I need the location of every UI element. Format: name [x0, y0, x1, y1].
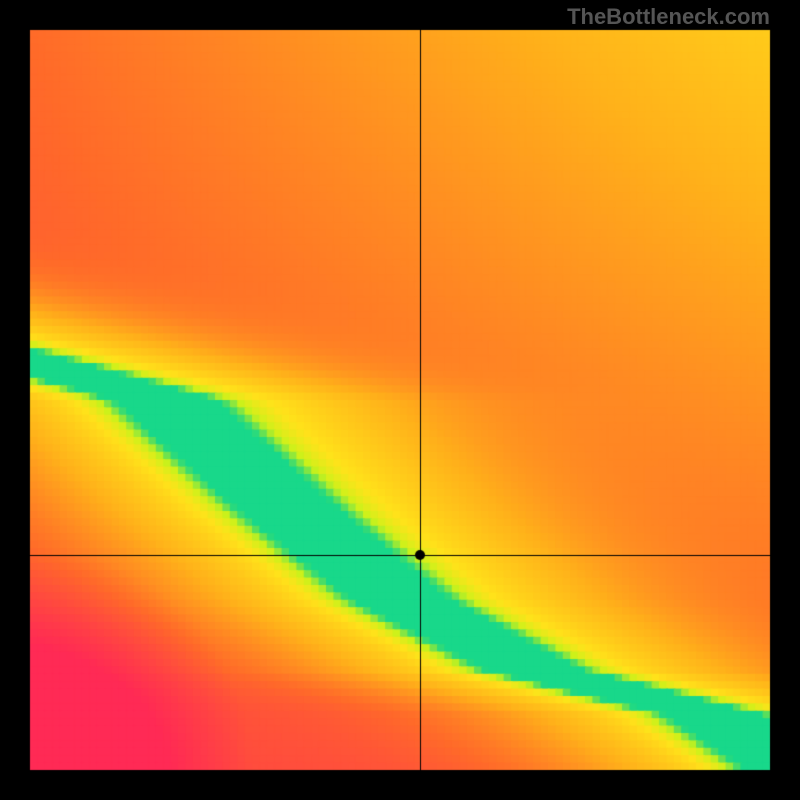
chart-container: TheBottleneck.com: [0, 0, 800, 800]
heatmap-canvas: [0, 0, 800, 800]
watermark-text: TheBottleneck.com: [567, 4, 770, 30]
